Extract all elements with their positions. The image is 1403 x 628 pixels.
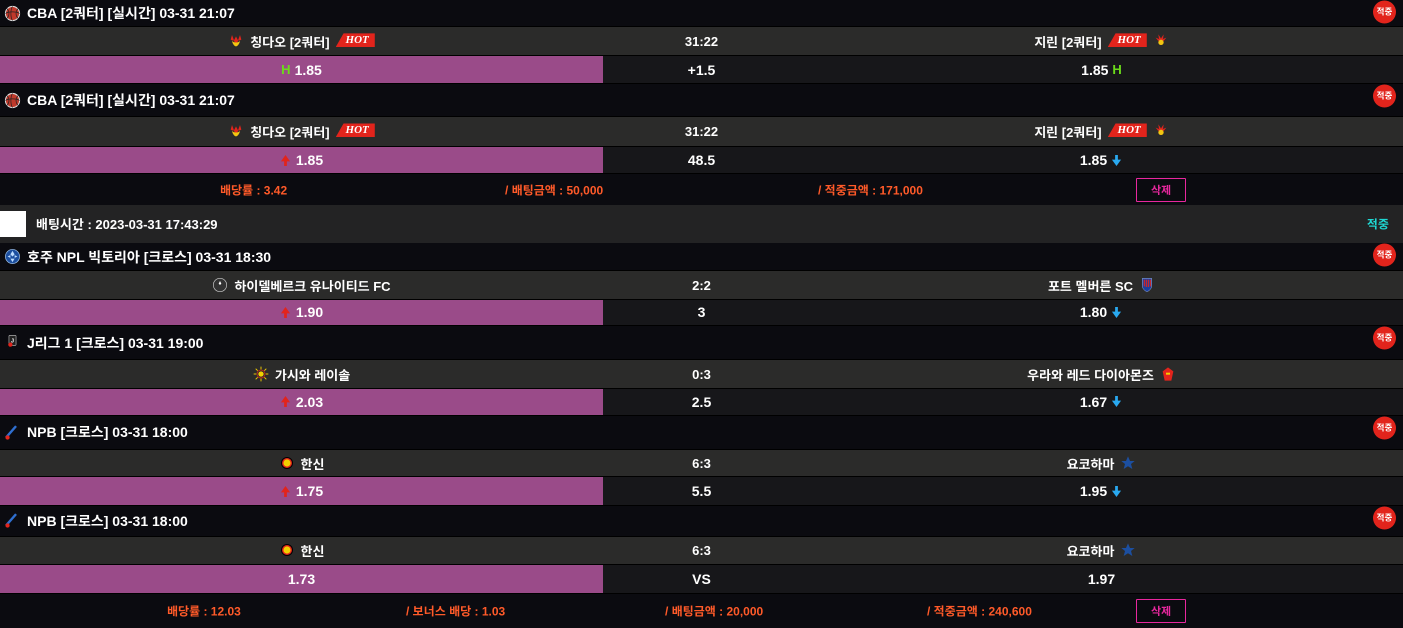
svg-text:J: J [11,339,14,345]
